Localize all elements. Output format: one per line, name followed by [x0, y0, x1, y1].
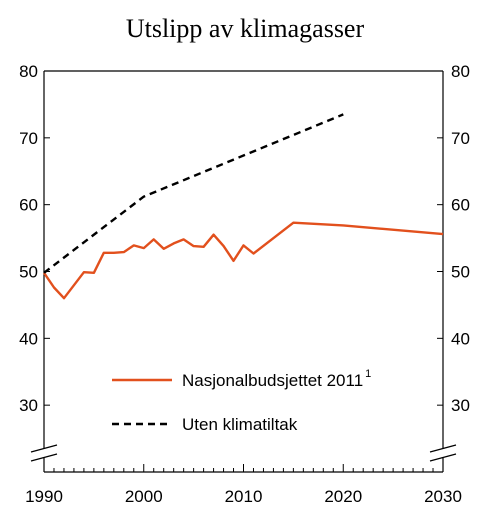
chart-title: Utslipp av klimagasser — [126, 14, 365, 43]
series-line-uten-klimatiltak — [43, 113, 344, 274]
right-axis-break-mark — [429, 453, 457, 462]
legend-footnote-marker: 1 — [365, 368, 371, 380]
y-tick-label-right: 80 — [451, 62, 470, 81]
legend-label: Nasjonalbudsjettet 2011 1 — [182, 368, 371, 390]
y-tick-label-left: 40 — [19, 329, 38, 348]
left-axis-break-mark — [30, 453, 58, 462]
series-line-nasjonalbudsjettet — [43, 221, 444, 300]
y-tick-label-left: 70 — [19, 129, 38, 148]
x-tick-label: 2000 — [125, 487, 163, 506]
y-tick-label-right: 30 — [451, 396, 470, 415]
y-tick-label-right: 50 — [451, 263, 470, 282]
chart-series — [43, 113, 444, 300]
x-tick-label: 2010 — [225, 487, 263, 506]
y-tick-label-left: 60 — [19, 196, 38, 215]
y-tick-label-left: 50 — [19, 263, 38, 282]
chart-ticks: 30 30 40 40 50 50 60 60 70 70 80 80 1990 2000 2010 2020… — [19, 62, 470, 506]
x-tick-label: 1990 — [25, 487, 63, 506]
right-axis-break-mark — [429, 444, 457, 453]
left-axis-break-mark — [30, 444, 58, 453]
y-tick-label-right: 60 — [451, 196, 470, 215]
chart-legend: Nasjonalbudsjettet 2011 1 Uten klimatiltak — [112, 368, 371, 434]
x-tick-label: 2020 — [324, 487, 362, 506]
y-tick-label-left: 80 — [19, 62, 38, 81]
y-tick-label-right: 70 — [451, 129, 470, 148]
y-tick-label-right: 40 — [451, 329, 470, 348]
x-tick-label: 2030 — [424, 487, 462, 506]
y-tick-label-left: 30 — [19, 396, 38, 415]
legend-label: Uten klimatiltak — [182, 415, 298, 434]
